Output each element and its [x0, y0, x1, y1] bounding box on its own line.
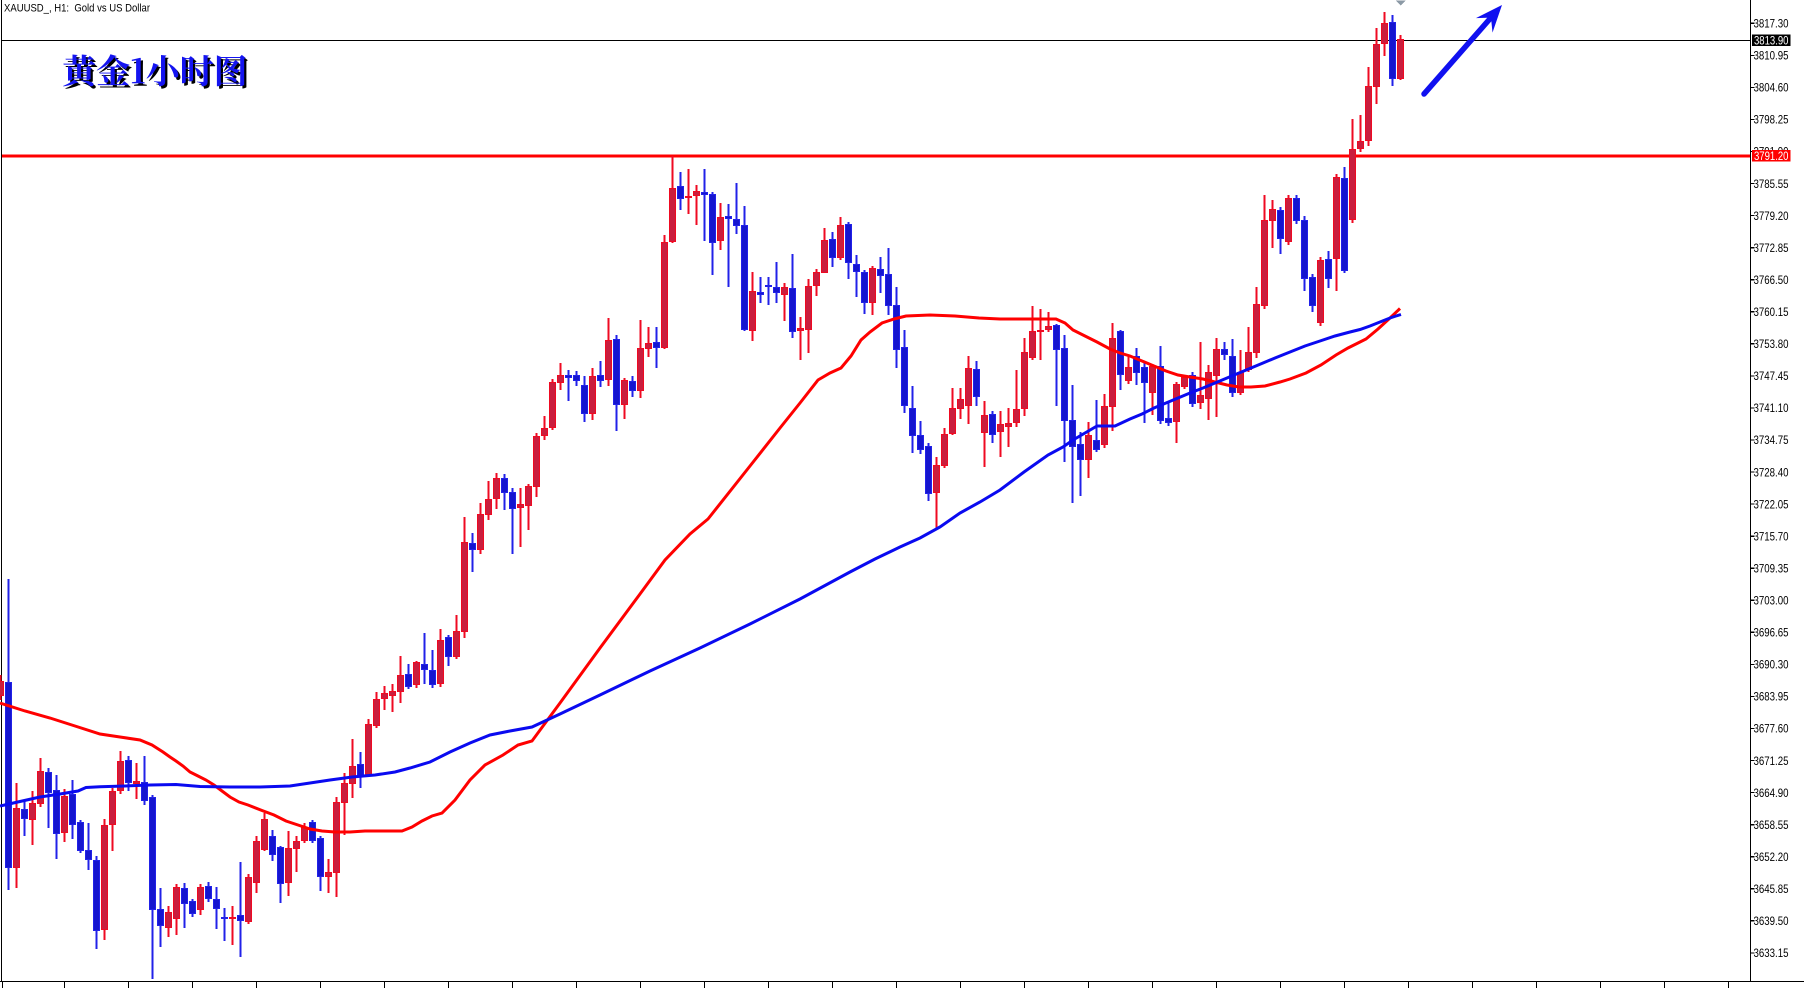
svg-text:3690.30: 3690.30 — [1754, 658, 1789, 672]
svg-text:3728.40: 3728.40 — [1754, 465, 1789, 479]
svg-text:3785.55: 3785.55 — [1754, 177, 1789, 191]
svg-text:3709.35: 3709.35 — [1754, 561, 1789, 575]
svg-text:3696.65: 3696.65 — [1754, 626, 1789, 640]
svg-text:3813.90: 3813.90 — [1754, 33, 1789, 47]
svg-text:3734.75: 3734.75 — [1754, 433, 1789, 447]
svg-text:3652.20: 3652.20 — [1754, 850, 1789, 864]
svg-text:3658.55: 3658.55 — [1754, 818, 1789, 832]
svg-text:3760.15: 3760.15 — [1754, 305, 1789, 319]
svg-text:3817.30: 3817.30 — [1754, 17, 1789, 31]
svg-text:3747.45: 3747.45 — [1754, 369, 1789, 383]
svg-text:3683.95: 3683.95 — [1754, 690, 1789, 704]
svg-text:3741.10: 3741.10 — [1754, 401, 1789, 415]
svg-text:3753.80: 3753.80 — [1754, 337, 1789, 351]
svg-text:3633.15: 3633.15 — [1754, 946, 1789, 960]
svg-text:3677.60: 3677.60 — [1754, 722, 1789, 736]
svg-text:3798.25: 3798.25 — [1754, 113, 1789, 127]
svg-text:3772.85: 3772.85 — [1754, 241, 1789, 255]
svg-text:3639.50: 3639.50 — [1754, 914, 1789, 928]
svg-text:3779.20: 3779.20 — [1754, 209, 1789, 223]
svg-text:3671.25: 3671.25 — [1754, 754, 1789, 768]
svg-text:3645.85: 3645.85 — [1754, 882, 1789, 896]
svg-text:3664.90: 3664.90 — [1754, 786, 1789, 800]
svg-text:3791.20: 3791.20 — [1754, 149, 1789, 163]
svg-text:3804.60: 3804.60 — [1754, 81, 1789, 95]
svg-text:3715.70: 3715.70 — [1754, 529, 1789, 543]
svg-text:3703.00: 3703.00 — [1754, 594, 1789, 608]
svg-text:XAUUSD_, H1: Gold vs US Dolla: XAUUSD_, H1: Gold vs US Dollar — [4, 3, 150, 15]
svg-text:3810.95: 3810.95 — [1754, 49, 1789, 63]
svg-text:3722.05: 3722.05 — [1754, 497, 1789, 511]
svg-text:3766.50: 3766.50 — [1754, 273, 1789, 287]
